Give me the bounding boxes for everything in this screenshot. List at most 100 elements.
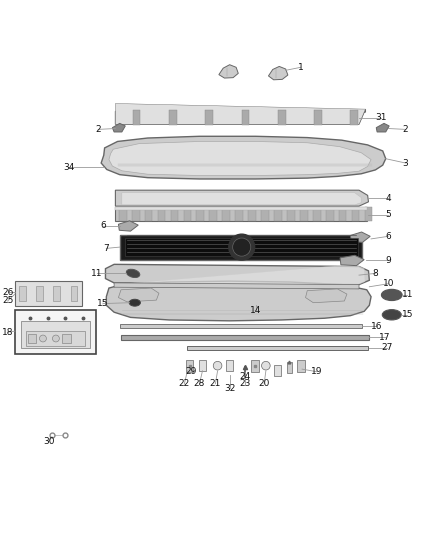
Circle shape [53,335,59,342]
Polygon shape [115,109,365,124]
Text: 7: 7 [103,244,109,253]
Text: 24: 24 [240,372,251,381]
Polygon shape [364,207,372,221]
Text: 18: 18 [2,328,13,336]
Polygon shape [261,207,269,221]
Polygon shape [120,324,362,328]
Polygon shape [115,207,367,221]
Polygon shape [115,207,367,209]
Ellipse shape [381,289,402,301]
Text: 15: 15 [97,299,109,308]
Polygon shape [133,110,141,125]
Polygon shape [132,207,140,221]
Text: 32: 32 [224,384,235,393]
Polygon shape [15,311,96,353]
Text: 17: 17 [379,333,391,342]
Polygon shape [101,136,386,179]
Text: 14: 14 [250,306,261,315]
Text: 22: 22 [179,379,190,388]
Circle shape [261,361,270,370]
Polygon shape [241,110,249,125]
Polygon shape [376,123,389,132]
Ellipse shape [126,269,140,278]
Polygon shape [113,123,125,132]
Text: 9: 9 [385,256,391,265]
Circle shape [213,361,222,370]
Text: 5: 5 [385,210,391,219]
Text: 11: 11 [402,290,413,300]
Polygon shape [287,207,295,221]
Text: 31: 31 [375,113,386,122]
Polygon shape [169,110,177,125]
Text: 29: 29 [185,367,197,376]
Polygon shape [197,207,204,221]
Polygon shape [109,141,371,175]
Text: 27: 27 [381,343,392,352]
Polygon shape [62,334,71,343]
Polygon shape [115,190,368,206]
Text: 8: 8 [372,269,378,278]
Polygon shape [125,238,358,256]
Polygon shape [118,288,159,302]
Polygon shape [278,110,286,125]
Text: 21: 21 [210,379,221,388]
Text: 15: 15 [402,310,413,319]
Text: 2: 2 [95,125,101,134]
Text: 6: 6 [385,232,391,241]
Polygon shape [314,110,322,125]
Polygon shape [286,362,292,373]
Polygon shape [274,365,280,376]
Text: 16: 16 [371,321,383,330]
Polygon shape [115,103,365,124]
Text: 25: 25 [2,296,13,305]
Text: 4: 4 [385,194,391,203]
Polygon shape [300,207,307,221]
Polygon shape [235,207,243,221]
Polygon shape [118,264,365,286]
Polygon shape [248,207,256,221]
Polygon shape [53,286,60,301]
Polygon shape [306,289,347,303]
Text: 30: 30 [43,437,54,446]
Polygon shape [19,286,26,301]
Circle shape [233,238,251,256]
Polygon shape [199,360,206,372]
Text: 11: 11 [91,269,102,278]
Polygon shape [313,207,321,221]
Polygon shape [26,331,85,346]
Polygon shape [187,346,368,350]
Polygon shape [326,207,334,221]
Text: 20: 20 [258,379,270,388]
Text: 28: 28 [194,379,205,388]
Polygon shape [122,193,361,205]
Text: 3: 3 [403,158,409,167]
Polygon shape [145,207,152,221]
Polygon shape [352,207,360,221]
Text: 10: 10 [382,279,394,288]
Circle shape [39,335,46,342]
Polygon shape [274,207,282,221]
Polygon shape [120,235,363,260]
Circle shape [229,234,254,260]
Polygon shape [186,360,194,372]
Polygon shape [118,221,138,231]
Text: 19: 19 [311,367,322,376]
Polygon shape [297,360,305,372]
Polygon shape [223,207,230,221]
Polygon shape [340,255,364,265]
Text: 1: 1 [298,63,304,72]
Polygon shape [268,67,288,80]
Polygon shape [205,110,213,125]
Text: 23: 23 [240,379,251,388]
Polygon shape [106,264,369,285]
Polygon shape [15,281,82,306]
Polygon shape [36,286,43,301]
Polygon shape [339,207,346,221]
Text: 26: 26 [2,288,13,297]
Polygon shape [158,207,166,221]
Polygon shape [119,207,127,221]
Polygon shape [226,360,233,372]
Text: 6: 6 [100,222,106,230]
Polygon shape [114,283,359,289]
Polygon shape [251,360,258,372]
